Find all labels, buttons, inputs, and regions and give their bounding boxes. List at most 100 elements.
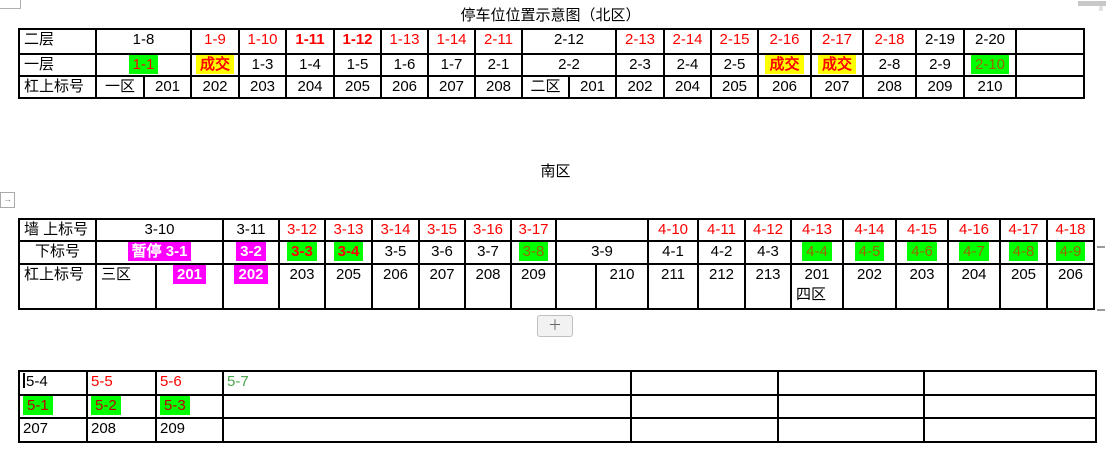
empty-cell[interactable]: [630, 394, 779, 419]
cell-2-4[interactable]: 2-4: [663, 53, 712, 77]
cell-3-2[interactable]: 3-2: [222, 240, 280, 265]
cell-4-8[interactable]: 4-8: [999, 240, 1048, 265]
empty-cell[interactable]: [923, 394, 1097, 419]
cell-201[interactable]: 201: [568, 75, 617, 99]
cell-203[interactable]: 203: [278, 263, 326, 310]
empty-cell[interactable]: [222, 394, 632, 419]
empty-cell[interactable]: [923, 370, 1097, 396]
cell-1-13[interactable]: 1-13: [380, 28, 429, 55]
cell-3-10[interactable]: 3-10: [95, 218, 224, 242]
insert-row-button[interactable]: ＋: [537, 315, 573, 337]
cell-3-16[interactable]: 3-16: [464, 218, 512, 242]
row-label-cell[interactable]: 墙 上标号: [18, 218, 97, 242]
cell-208[interactable]: 208: [474, 75, 523, 99]
cell-202[interactable]: 202: [842, 263, 897, 310]
cell-1-12[interactable]: 1-12: [333, 28, 382, 55]
cell-209[interactable]: 209: [915, 75, 965, 99]
cell-3-7[interactable]: 3-7: [464, 240, 512, 265]
cell-2-20[interactable]: 2-20: [963, 28, 1017, 55]
cell-209[interactable]: 209: [510, 263, 557, 310]
cell-4-13[interactable]: 4-13: [790, 218, 844, 242]
cell-一区[interactable]: 一区: [95, 75, 145, 99]
cell-4-15[interactable]: 4-15: [895, 218, 949, 242]
cell-203[interactable]: 203: [238, 75, 287, 99]
cell-213[interactable]: 213: [744, 263, 792, 310]
cell-207[interactable]: 207: [427, 75, 476, 99]
cell-4-7[interactable]: 4-7: [947, 240, 1001, 265]
empty-cell[interactable]: [777, 370, 925, 396]
cell-2-18[interactable]: 2-18: [862, 28, 917, 55]
cell-2-19[interactable]: 2-19: [915, 28, 965, 55]
cell-2-5[interactable]: 2-5: [710, 53, 759, 77]
cell-201[interactable]: 201: [143, 75, 192, 99]
cell-暂停 3-1[interactable]: 暂停 3-1: [95, 240, 224, 265]
empty-cell[interactable]: [555, 263, 597, 310]
cell-208[interactable]: 208: [86, 417, 157, 443]
cell-3-8[interactable]: 3-8: [510, 240, 557, 265]
cell-3-15[interactable]: 3-15: [418, 218, 466, 242]
cell-1-6[interactable]: 1-6: [380, 53, 429, 77]
cell-211[interactable]: 211: [647, 263, 699, 310]
cell-1-8[interactable]: 1-8: [95, 28, 192, 55]
cell-4-1[interactable]: 4-1: [647, 240, 699, 265]
cell-5-2[interactable]: 5-2: [86, 394, 157, 419]
cell-1-5[interactable]: 1-5: [333, 53, 382, 77]
cell-1-7[interactable]: 1-7: [427, 53, 476, 77]
cell-205[interactable]: 205: [324, 263, 373, 310]
cell-1-9[interactable]: 1-9: [190, 28, 240, 55]
cell-4-17[interactable]: 4-17: [999, 218, 1048, 242]
cell-207[interactable]: 207: [418, 263, 466, 310]
cell-210[interactable]: 210: [963, 75, 1017, 99]
cell-204[interactable]: 204: [663, 75, 712, 99]
cell-210[interactable]: 210: [595, 263, 649, 310]
empty-cell[interactable]: [630, 370, 779, 396]
cell-4-5[interactable]: 4-5: [842, 240, 897, 265]
cell-206[interactable]: 206: [1046, 263, 1095, 310]
cell-204[interactable]: 204: [947, 263, 1001, 310]
cell-5-3[interactable]: 5-3: [155, 394, 224, 419]
table-resize-handle-icon[interactable]: →: [0, 192, 15, 208]
cell-205[interactable]: 205: [333, 75, 382, 99]
cell-202[interactable]: 202: [615, 75, 665, 99]
cell-3-5[interactable]: 3-5: [371, 240, 420, 265]
cell-207[interactable]: 207: [18, 417, 88, 443]
cell-成交[interactable]: 成交: [190, 53, 240, 77]
cell-成交[interactable]: 成交: [810, 53, 864, 77]
cell-206[interactable]: 206: [757, 75, 812, 99]
cell-4-6[interactable]: 4-6: [895, 240, 949, 265]
cell-1-3[interactable]: 1-3: [238, 53, 287, 77]
cell-2-3[interactable]: 2-3: [615, 53, 665, 77]
cell-3-12[interactable]: 3-12: [278, 218, 326, 242]
empty-cell[interactable]: [222, 417, 632, 443]
cell-2-12[interactable]: 2-12: [521, 28, 617, 55]
cell-205[interactable]: 205: [999, 263, 1048, 310]
cell-3-9[interactable]: 3-9: [555, 240, 649, 265]
cell-2-16[interactable]: 2-16: [757, 28, 812, 55]
cell-4-14[interactable]: 4-14: [842, 218, 897, 242]
empty-cell[interactable]: [555, 218, 649, 242]
cell-207[interactable]: 207: [810, 75, 864, 99]
cell-3-17[interactable]: 3-17: [510, 218, 557, 242]
cell-3-13[interactable]: 3-13: [324, 218, 373, 242]
cell-3-11[interactable]: 3-11: [222, 218, 280, 242]
empty-cell[interactable]: [777, 417, 925, 443]
cell-203[interactable]: 203: [895, 263, 949, 310]
cell-2-2[interactable]: 2-2: [521, 53, 617, 77]
cell-202[interactable]: 202: [222, 263, 280, 310]
cell-5-4[interactable]: 5-4: [18, 370, 88, 396]
empty-cell[interactable]: [630, 417, 779, 443]
cell-4-4[interactable]: 4-4: [790, 240, 844, 265]
cell-2-14[interactable]: 2-14: [663, 28, 712, 55]
cell-2-10[interactable]: 2-10: [963, 53, 1017, 77]
cell-204[interactable]: 204: [285, 75, 335, 99]
cell-5-5[interactable]: 5-5: [86, 370, 157, 396]
empty-cell[interactable]: [1015, 28, 1085, 55]
cell-202[interactable]: 202: [190, 75, 240, 99]
empty-cell[interactable]: [777, 394, 925, 419]
row-label-cell[interactable]: 二层: [18, 28, 97, 55]
cell-3-3[interactable]: 3-3: [278, 240, 326, 265]
cell-成交[interactable]: 成交: [757, 53, 812, 77]
cell-201[interactable]: 201 四区: [790, 263, 844, 310]
cell-4-18[interactable]: 4-18: [1046, 218, 1095, 242]
cell-3-14[interactable]: 3-14: [371, 218, 420, 242]
